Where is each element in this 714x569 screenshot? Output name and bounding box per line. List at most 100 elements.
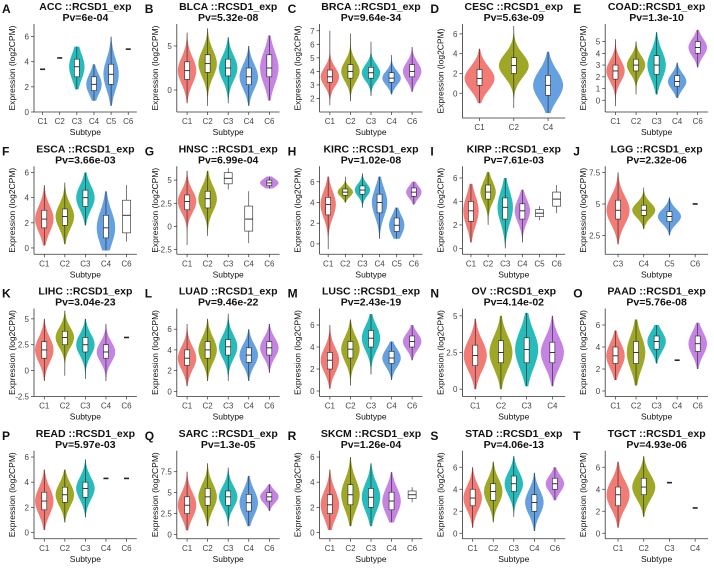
x-tick-label: C4 <box>517 259 528 268</box>
box-iqr <box>368 330 374 348</box>
x-tick-label: C1 <box>182 117 193 126</box>
x-tick-label: C4 <box>244 117 255 126</box>
violin-group-C5: C5 <box>389 207 405 268</box>
y-tick-label: 0 <box>25 244 30 253</box>
violin-group-C4: C4 <box>239 329 258 411</box>
violin-group-C6: C6 <box>688 322 707 411</box>
x-tick-label: C1 <box>39 544 50 553</box>
x-tick-label: C3 <box>613 259 624 268</box>
violin-group-C2: C2 <box>337 176 353 268</box>
x-tick-label: C1 <box>613 544 624 553</box>
y-tick-label: 0 <box>167 222 172 231</box>
x-tick-label: C4 <box>690 544 701 553</box>
y-tick-label: 6 <box>25 453 30 462</box>
x-axis-title: Subtype <box>641 127 672 137</box>
x-tick-label: C6 <box>693 117 704 126</box>
y-tick-label: 0 <box>25 108 30 117</box>
y-tick-label: 0 <box>596 387 601 396</box>
violin-group-C3: C3 <box>354 173 371 268</box>
panel-letter: N <box>430 287 439 301</box>
x-axis-title: Subtype <box>355 269 386 279</box>
violin-group-C4: C4 <box>540 315 564 411</box>
panel-pvalue: Pv=1.3e-05 <box>201 439 256 451</box>
x-axis-title: Subtype <box>641 554 672 564</box>
x-tick-label: C6 <box>264 259 275 268</box>
violin-group-C2: C2 <box>341 319 360 411</box>
y-tick-label: 4 <box>167 346 172 355</box>
x-tick-label: C4 <box>386 402 397 411</box>
panel-letter: S <box>430 429 438 443</box>
y-tick-label: 2 <box>310 503 315 512</box>
y-tick-label: 0 <box>453 529 458 538</box>
violin-group-C4: C4 <box>96 324 116 411</box>
x-tick-label: C3 <box>366 402 377 411</box>
box-iqr <box>225 339 232 356</box>
panel-pvalue: Pv=3.04e-23 <box>55 297 116 309</box>
x-axis-title: Subtype <box>213 269 244 279</box>
x-tick-label: C6 <box>264 117 275 126</box>
panel-pvalue: Pv=9.64e-34 <box>341 12 402 24</box>
y-axis-title: Expression (log2CPM) <box>435 452 445 537</box>
y-tick-label: 2 <box>310 94 315 103</box>
violin-group-C1: C1 <box>463 318 487 411</box>
panel-pvalue: Pv=6.99e-04 <box>198 154 259 166</box>
x-tick-label: C1 <box>466 259 477 268</box>
violin-group-C6: C6 <box>260 484 279 553</box>
x-axis-title: Subtype <box>498 412 529 422</box>
panel-pvalue: Pv=1.02e-08 <box>341 154 402 166</box>
violin-group-C2: C2 <box>341 33 360 126</box>
x-tick-label: C1 <box>610 402 621 411</box>
violin-group-C4: C4 <box>239 46 258 126</box>
x-tick-label: C3 <box>509 544 520 553</box>
y-tick-label: 0 <box>453 89 458 98</box>
violin-group-C2: C2 <box>198 318 217 411</box>
y-tick-label: 6 <box>310 453 315 462</box>
box-iqr <box>498 340 504 364</box>
panel-pvalue: Pv=4.06e-13 <box>484 439 545 451</box>
y-tick-label: 4 <box>310 478 315 487</box>
panel-letter: L <box>145 287 152 301</box>
box-iqr <box>612 64 619 80</box>
x-tick-label: C2 <box>631 117 642 126</box>
violin-group-C4: C4 <box>382 55 401 126</box>
violin-group-C2: C2 <box>632 456 656 553</box>
y-axis-title: Expression (log2CPM) <box>293 25 303 110</box>
violin-group-C3: C3 <box>504 456 523 553</box>
x-axis-title: Subtype <box>213 412 244 422</box>
y-tick-label: 4 <box>596 485 601 494</box>
y-axis-title: Expression (log2CPM) <box>578 310 588 395</box>
box-iqr <box>409 64 415 78</box>
violin-group-C4: C4 <box>86 64 102 126</box>
x-tick-label: C1 <box>37 117 48 126</box>
x-tick-label: C4 <box>529 544 540 553</box>
violin-group-C5: C5 <box>103 36 119 126</box>
violin-group-C4: C4 <box>514 189 531 268</box>
y-tick-label: 2 <box>25 219 30 228</box>
panel-title: KIRC ::RCSD1_exp <box>323 143 418 155</box>
x-axis-title: Subtype <box>213 127 244 137</box>
x-tick-label: C2 <box>60 402 71 411</box>
y-tick-label: 5 <box>167 176 172 185</box>
x-tick-label: C6 <box>407 117 418 126</box>
violin-group-C4: C4 <box>533 51 564 132</box>
violin-group-C3: C3 <box>361 463 381 553</box>
panel-pvalue: Pv=7.61e-03 <box>484 154 545 166</box>
y-tick-label: 6 <box>453 30 458 39</box>
panel-letter: M <box>288 287 298 301</box>
y-axis-title: Expression (log2CPM) <box>150 168 160 253</box>
violin-group-C6: C6 <box>407 487 418 553</box>
violin-group-C3: C3 <box>76 459 95 553</box>
y-tick-label: 5 <box>167 489 172 498</box>
y-axis-title: Expression (log2CPM) <box>578 25 588 110</box>
violin-group-C6: C6 <box>402 47 422 126</box>
x-tick-label: C1 <box>468 544 479 553</box>
box-iqr <box>468 201 474 222</box>
violin-group-C6: C6 <box>260 176 279 268</box>
y-tick-label: 0 <box>310 240 315 249</box>
y-tick-label: 0 <box>167 387 172 396</box>
